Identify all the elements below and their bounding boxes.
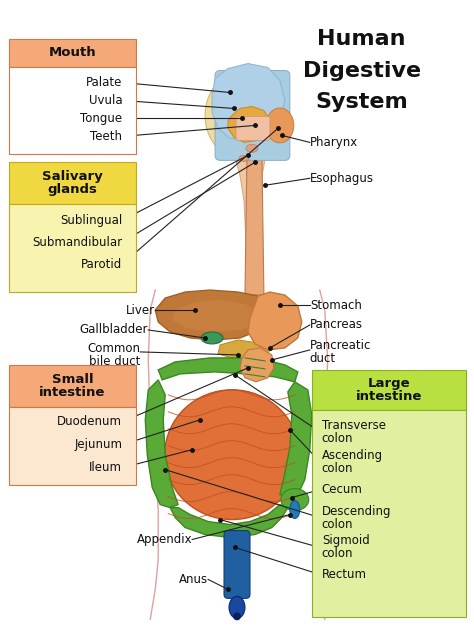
Polygon shape xyxy=(240,348,274,382)
Text: Descending
colon: Descending colon xyxy=(322,505,391,531)
Polygon shape xyxy=(228,107,270,143)
Ellipse shape xyxy=(205,71,285,160)
FancyBboxPatch shape xyxy=(9,162,137,204)
FancyBboxPatch shape xyxy=(9,204,137,292)
Text: Mouth: Mouth xyxy=(49,46,96,59)
Polygon shape xyxy=(218,340,270,360)
Text: Sublingual: Sublingual xyxy=(60,214,122,227)
Polygon shape xyxy=(215,69,278,270)
FancyBboxPatch shape xyxy=(312,410,466,617)
Text: Duodenum: Duodenum xyxy=(57,415,122,428)
FancyBboxPatch shape xyxy=(9,38,137,66)
Polygon shape xyxy=(145,380,178,507)
Text: Esophagus: Esophagus xyxy=(310,172,374,185)
Text: Anus: Anus xyxy=(179,573,208,586)
Text: Human: Human xyxy=(318,28,406,49)
Polygon shape xyxy=(245,155,264,295)
Text: Stomach: Stomach xyxy=(310,298,362,312)
Text: Rectum: Rectum xyxy=(322,568,367,581)
Ellipse shape xyxy=(281,488,309,510)
Polygon shape xyxy=(158,358,298,382)
Ellipse shape xyxy=(290,500,300,519)
Text: Uvula: Uvula xyxy=(89,94,122,107)
Text: Transverse
colon: Transverse colon xyxy=(322,419,386,445)
FancyBboxPatch shape xyxy=(236,117,270,140)
Text: Ileum: Ileum xyxy=(89,461,122,474)
Text: Jejunum: Jejunum xyxy=(74,438,122,451)
Text: Digestive: Digestive xyxy=(302,61,421,81)
Polygon shape xyxy=(280,382,312,498)
FancyBboxPatch shape xyxy=(224,531,250,598)
Text: Ascending
colon: Ascending colon xyxy=(322,449,383,475)
Text: Gallbladder: Gallbladder xyxy=(80,324,148,336)
FancyBboxPatch shape xyxy=(215,71,290,160)
Text: Submandibular: Submandibular xyxy=(32,235,122,249)
Text: System: System xyxy=(315,93,408,112)
Text: Appendix: Appendix xyxy=(137,533,192,546)
Ellipse shape xyxy=(239,155,249,162)
Text: Tongue: Tongue xyxy=(80,112,122,125)
Ellipse shape xyxy=(164,390,299,519)
FancyBboxPatch shape xyxy=(9,365,137,407)
Text: Large
intestine: Large intestine xyxy=(356,377,423,403)
Ellipse shape xyxy=(246,144,258,152)
Text: Palate: Palate xyxy=(86,76,122,89)
Text: Salivary
glands: Salivary glands xyxy=(42,170,103,196)
Text: Pancreatic
duct: Pancreatic duct xyxy=(310,339,371,365)
Text: Liver: Liver xyxy=(126,304,155,317)
Text: Pharynx: Pharynx xyxy=(310,136,358,149)
Polygon shape xyxy=(170,505,288,538)
Text: Sigmoid
colon: Sigmoid colon xyxy=(322,534,370,560)
Polygon shape xyxy=(248,292,302,350)
FancyBboxPatch shape xyxy=(9,407,137,485)
Text: Parotid: Parotid xyxy=(81,257,122,271)
Polygon shape xyxy=(212,64,285,140)
Text: Pancreas: Pancreas xyxy=(310,319,363,331)
Ellipse shape xyxy=(266,108,294,143)
Ellipse shape xyxy=(233,612,241,620)
Ellipse shape xyxy=(229,596,245,618)
Polygon shape xyxy=(155,290,268,340)
FancyBboxPatch shape xyxy=(9,66,137,155)
Text: Small
intestine: Small intestine xyxy=(39,373,106,399)
Text: Common
bile duct: Common bile duct xyxy=(87,342,140,368)
FancyBboxPatch shape xyxy=(312,370,466,410)
Text: Teeth: Teeth xyxy=(91,130,122,143)
Text: Cecum: Cecum xyxy=(322,483,363,496)
Ellipse shape xyxy=(201,332,223,344)
Polygon shape xyxy=(172,300,258,332)
